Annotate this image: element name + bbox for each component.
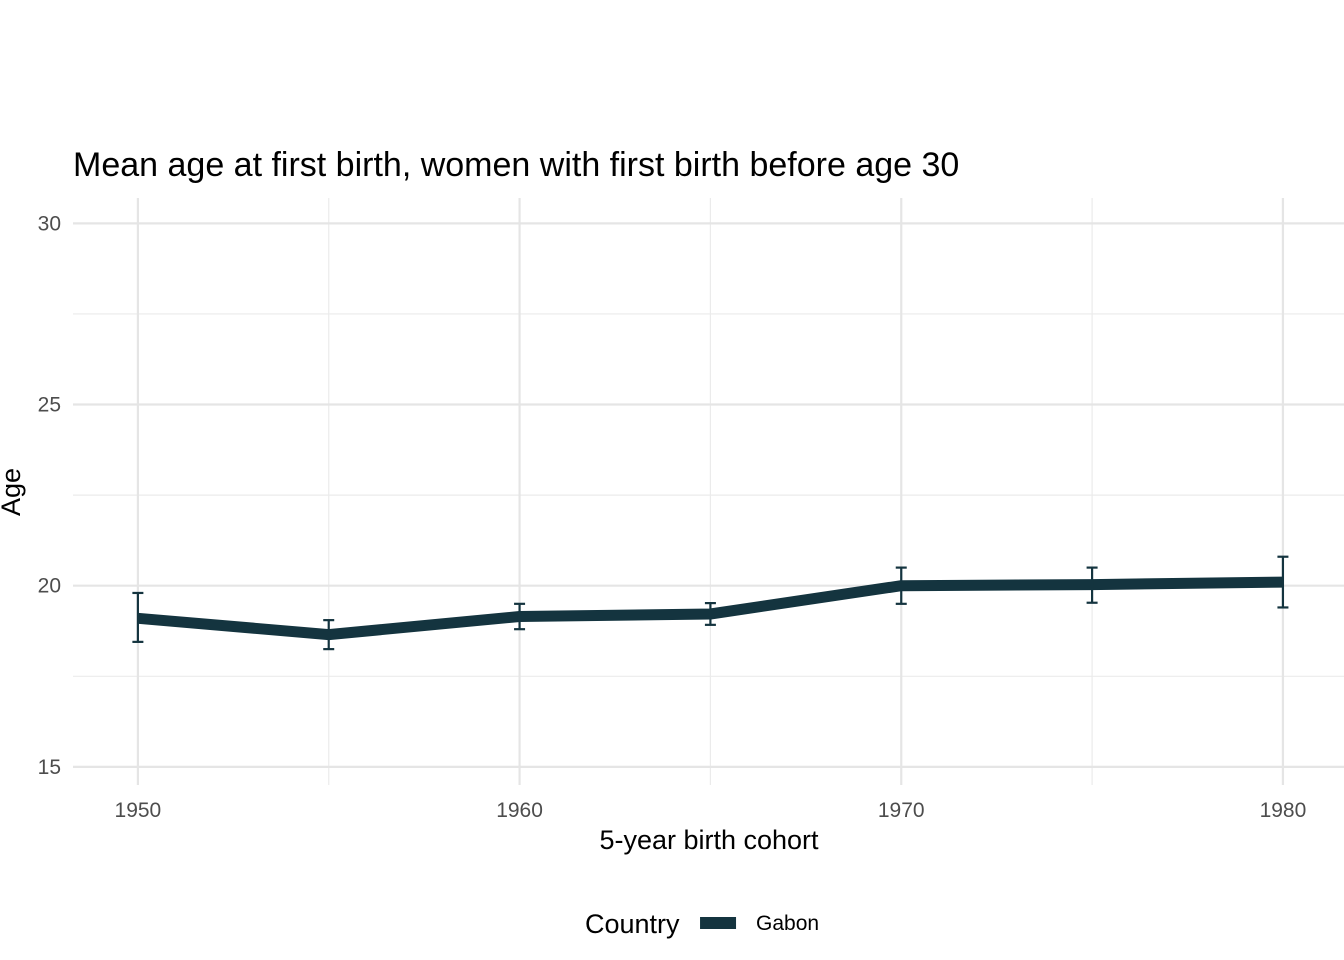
plot-panel — [73, 198, 1344, 785]
y-tick-label: 25 — [38, 394, 61, 417]
error-bar — [1086, 566, 1098, 604]
legend-items: Gabon — [700, 912, 819, 935]
x-axis-title: 5-year birth cohort — [599, 825, 819, 855]
major-gridlines — [73, 198, 1344, 785]
x-axis-tick-labels: 1950 1960 1970 1980 — [115, 799, 1307, 822]
y-tick-label: 30 — [38, 212, 61, 235]
y-tick-label: 15 — [38, 756, 61, 779]
x-tick-label: 1960 — [496, 799, 543, 822]
y-tick-label: 20 — [38, 575, 61, 598]
x-tick-label: 1950 — [115, 799, 162, 822]
y-axis-tick-labels: 15 20 25 30 — [38, 212, 61, 779]
legend-title: Country — [585, 909, 680, 939]
x-tick-label: 1970 — [878, 799, 925, 822]
x-tick-label: 1980 — [1260, 799, 1307, 822]
legend-label-gabon: Gabon — [756, 912, 819, 935]
legend-key-gabon — [700, 917, 737, 929]
y-axis-title: Age — [0, 468, 26, 516]
data-series — [132, 555, 1289, 651]
minor-gridlines — [73, 198, 1344, 785]
error-bar — [132, 591, 144, 643]
chart-title: Mean age at first birth, women with firs… — [73, 146, 959, 184]
legend: Country Gabon — [585, 909, 819, 939]
